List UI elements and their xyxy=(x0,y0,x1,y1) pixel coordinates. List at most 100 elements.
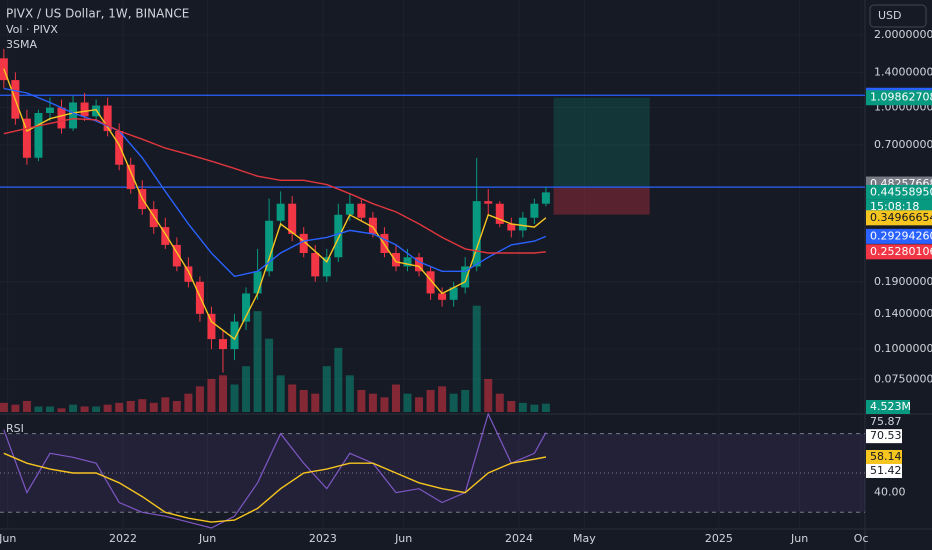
rsi-label-box xyxy=(866,429,902,444)
price-label: 0.25280106 xyxy=(870,245,932,258)
volume-bar xyxy=(541,403,550,412)
volume-bar xyxy=(45,406,54,412)
candle-body xyxy=(322,257,331,277)
price-label-box xyxy=(866,244,932,260)
rsi-label: 70.53 xyxy=(870,429,902,442)
candle-body xyxy=(126,164,135,190)
volume-bar xyxy=(518,402,527,412)
rsi-label-box xyxy=(866,449,902,464)
volume-bar xyxy=(149,402,158,412)
candle-body xyxy=(495,203,504,224)
volume-bar xyxy=(138,399,147,412)
candle-body xyxy=(438,293,447,300)
volume-bar xyxy=(80,406,89,412)
candle-body xyxy=(230,321,239,350)
volume-bar xyxy=(495,393,504,412)
volume-bar xyxy=(230,384,239,412)
candle-body xyxy=(311,253,320,277)
candle-body xyxy=(484,201,493,204)
x-tick-label: 2024 xyxy=(505,532,533,545)
candle-body xyxy=(299,233,308,254)
candle-body xyxy=(357,203,366,218)
rsi-label: 58.14 xyxy=(870,450,902,463)
candle-body xyxy=(461,266,470,288)
candle-body xyxy=(426,271,435,294)
price-label: 0.34966654 xyxy=(870,211,932,224)
volume-bar xyxy=(265,338,274,412)
volume-bar xyxy=(461,390,470,412)
y-tick-label: 0.07500000 xyxy=(874,372,932,385)
target-label-box xyxy=(866,90,932,106)
volume-bar xyxy=(22,401,31,412)
x-tick-label: May xyxy=(573,532,596,545)
candle-body xyxy=(472,201,481,267)
volume-bar xyxy=(368,393,377,412)
currency[interactable]: USD xyxy=(878,9,902,22)
candle-body xyxy=(518,217,527,231)
price-label: 0.29294260 xyxy=(870,229,932,242)
x-tick-label: Jun xyxy=(0,532,16,545)
indicator-title: 3SMA xyxy=(6,38,37,51)
volume-bar xyxy=(507,401,516,412)
x-tick-label: Oc xyxy=(854,532,869,545)
candle-body xyxy=(541,192,550,204)
volume-bar xyxy=(126,401,135,412)
target-label: 1.09862708 xyxy=(870,91,932,104)
candle-body xyxy=(334,214,343,258)
candle-body xyxy=(161,227,170,245)
candle-body xyxy=(149,209,158,228)
rsi-sma xyxy=(3,452,547,523)
volume-bar xyxy=(449,393,458,412)
candle-body xyxy=(80,102,89,117)
stop-zone xyxy=(553,187,650,215)
volume-bar xyxy=(276,375,285,412)
plot xyxy=(0,48,865,529)
candle-body xyxy=(34,112,43,158)
volume-bar xyxy=(57,408,66,412)
volume-bar xyxy=(195,386,204,412)
volume-bar xyxy=(415,397,424,412)
candle-body xyxy=(368,217,377,234)
moving-average xyxy=(3,68,547,341)
moving-average xyxy=(3,117,546,254)
volume-bar xyxy=(115,402,124,412)
volume-bar xyxy=(530,404,539,412)
volume-bar xyxy=(161,397,170,412)
volume-bar xyxy=(92,406,101,412)
x-tick-label: Jun xyxy=(198,532,216,545)
candle-body xyxy=(449,287,458,300)
x-tick-label: Jun xyxy=(394,532,412,545)
volume-bar xyxy=(172,401,181,412)
candle-body xyxy=(530,203,539,218)
candle-body xyxy=(184,266,193,282)
candle-body xyxy=(391,253,400,267)
candle-body xyxy=(265,220,274,272)
volume-bar xyxy=(299,390,308,412)
volume-bar xyxy=(253,311,262,412)
price-label-box xyxy=(866,184,932,200)
rsi-label-box xyxy=(866,415,902,430)
candle-body xyxy=(415,257,424,272)
volume-bar xyxy=(242,366,251,412)
volume-bar xyxy=(184,393,193,412)
rsi-tick-label: 40.00 xyxy=(874,486,906,499)
price-label-box xyxy=(866,210,932,226)
y-tick-label: 1.40000000 xyxy=(874,65,932,78)
price-label: 0.44558950 xyxy=(870,185,932,198)
x-tick-label: 2022 xyxy=(109,532,137,545)
volume-bar xyxy=(34,406,43,412)
volume-bar xyxy=(11,404,20,412)
candle-body xyxy=(242,293,251,322)
volume-bar xyxy=(426,390,435,412)
x-tick-label: 2023 xyxy=(309,532,337,545)
candle-body xyxy=(45,107,54,113)
currency-button[interactable] xyxy=(869,4,927,28)
volume-label: 4.523M xyxy=(870,400,911,413)
volume-bar xyxy=(311,393,320,412)
